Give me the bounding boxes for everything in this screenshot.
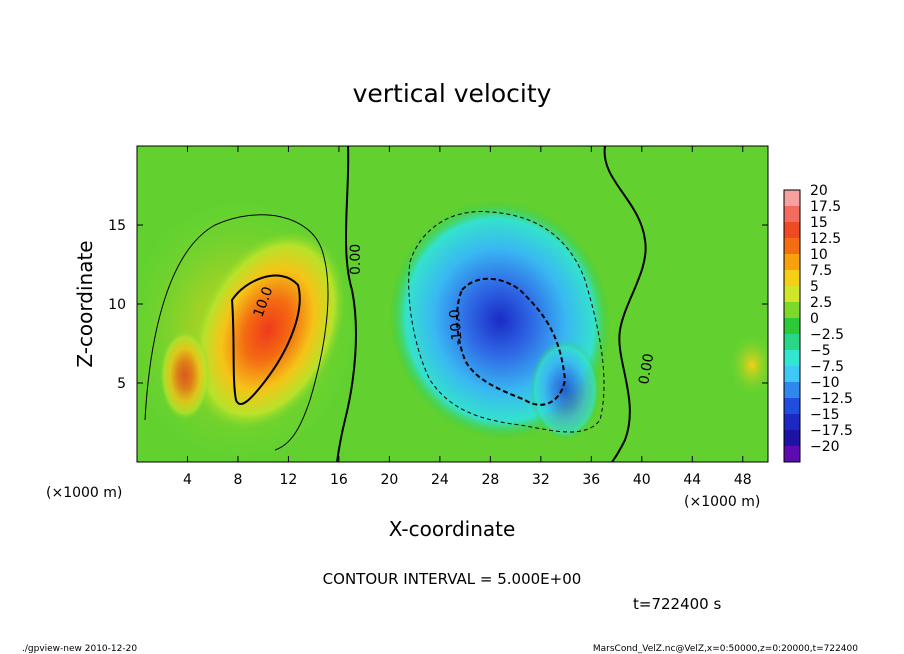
colorbar-label: 20 [810,183,828,199]
colorbar: 2017.51512.5107.552.50−2.5−5−7.5−10−12.5… [783,183,853,463]
contour-label: 0.00 [636,352,657,385]
colorbar-label: 12.5 [810,231,841,247]
downdraft-tail [530,340,600,440]
colorbar-swatch [784,398,800,415]
colorbar-label: 5 [810,279,819,295]
x-tick-label: 16 [330,472,348,488]
time-stamp: t=722400 s [633,595,721,613]
contour-label: -10.0 [447,309,466,346]
colorbar-label: −17.5 [810,423,853,439]
contour-zero-right [603,146,647,462]
y-tick-label: 10 [108,297,126,313]
contour-zero-left [336,146,357,462]
colorbar-swatch [784,366,800,383]
x-axis: 4 8 12 16 20 24 28 32 36 40 44 48 [183,146,752,488]
colorbar-label: 0 [810,311,819,327]
x-tick-label: 44 [683,472,701,488]
x-tick-label: 4 [183,472,192,488]
colorbar-swatch [784,222,800,239]
plot-area [137,146,768,462]
x-unit-left: (×1000 m) [46,485,122,501]
colorbar-swatch [784,270,800,287]
colorbar-label: 17.5 [810,199,841,215]
colorbar-frame [783,189,801,463]
colorbar-swatch [784,350,800,367]
colorbar-swatch [784,190,800,207]
updraft-secondary [160,330,210,420]
colorbar-swatch [784,254,800,271]
contour-interval: CONTOUR INTERVAL = 5.000E+00 [323,570,582,588]
colorbar-swatch [784,334,800,351]
colorbar-label: 15 [810,215,828,231]
x-tick-label: 12 [280,472,298,488]
colorbar-label: −20 [810,439,840,455]
x-tick-label: 8 [233,472,242,488]
colorbar-swatch [784,238,800,255]
colorbar-label: 7.5 [810,263,832,279]
updraft-core [190,230,346,430]
x-tick-label: 40 [633,472,651,488]
x-tick-label: 24 [431,472,449,488]
colorbar-swatch [784,430,800,447]
colorbar-swatch [784,446,800,463]
x-tick-label: 20 [380,472,398,488]
colorbar-swatch [784,286,800,303]
colorbar-label: −10 [810,375,840,391]
y-tick-label: 5 [117,376,126,392]
x-tick-label: 28 [481,472,499,488]
colorbar-label: −5 [810,343,831,359]
y-tick-label: 15 [108,218,126,234]
y-axis: 5 10 15 [108,218,768,392]
contour-neg5 [408,211,605,433]
chart-title: vertical velocity [353,79,552,108]
contour-neg10 [456,277,567,406]
contour-5 [144,214,329,451]
colorbar-swatch [784,414,800,431]
footer-right: MarsCond_VelZ.nc@VelZ,x=0:50000,z=0:2000… [593,644,858,654]
x-tick-label: 36 [582,472,600,488]
y-axis-label: Z-coordinate [73,240,97,367]
x-tick-label: 32 [532,472,550,488]
colorbar-swatch [784,318,800,335]
colorbar-label: 2.5 [810,295,832,311]
colorbar-label: −2.5 [810,327,844,343]
x-unit-right: (×1000 m) [684,494,760,510]
contour-label: 0.00 [348,244,364,275]
colorbar-swatch [784,302,800,319]
colorbar-label: −15 [810,407,840,423]
x-axis-label: X-coordinate [389,517,516,541]
colorbar-label: −12.5 [810,391,853,407]
contour-10 [230,274,301,405]
colorbar-swatch [784,206,800,223]
colorbar-label: 10 [810,247,828,263]
warm-patch-right [730,335,768,395]
colorbar-label: −7.5 [810,359,844,375]
colorbar-swatch [784,382,800,399]
footer-left: ./gpview-new 2010-12-20 [22,644,137,654]
x-tick-label: 48 [734,472,752,488]
